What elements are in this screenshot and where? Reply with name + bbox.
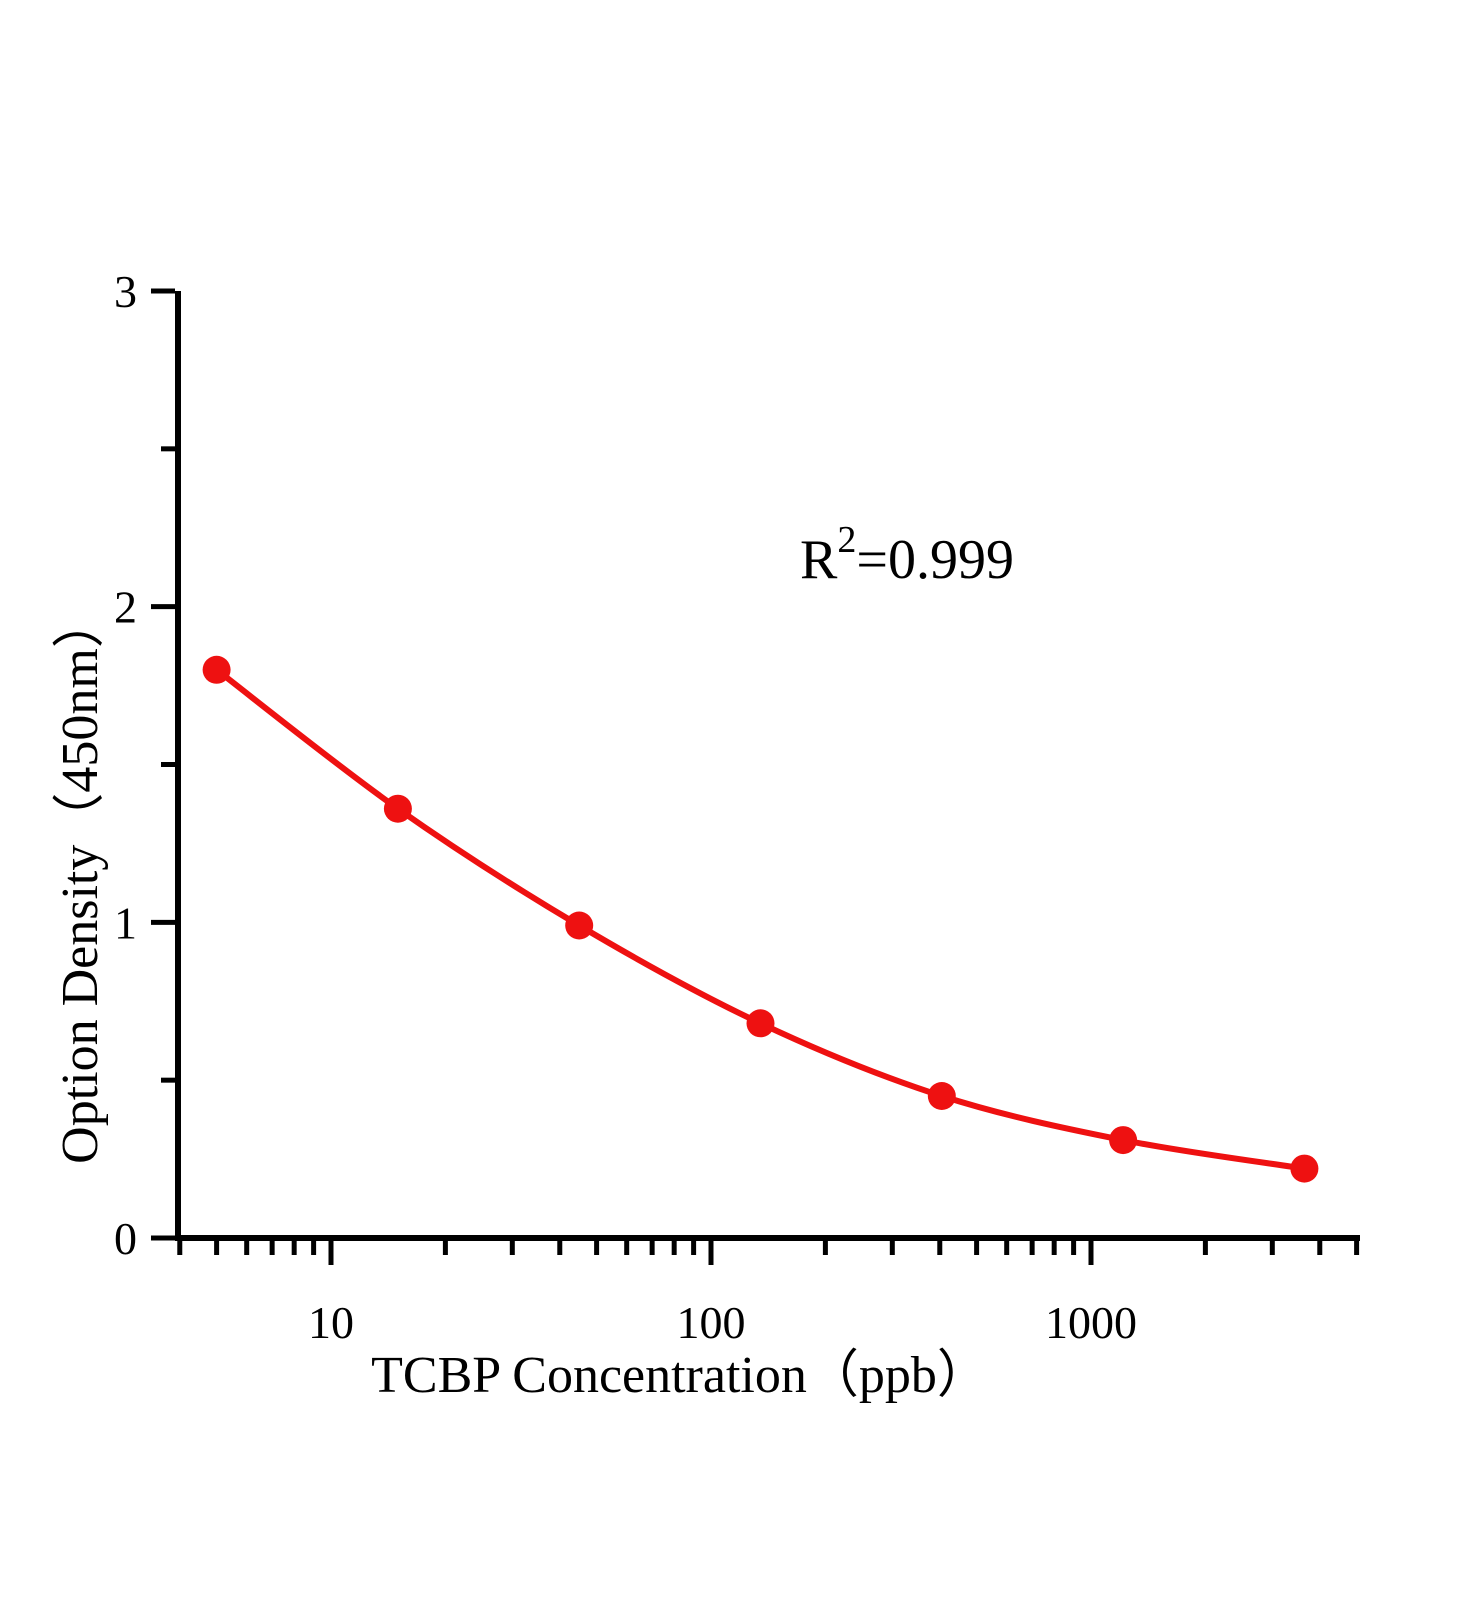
r-squared-value: =0.999 [856,529,1014,591]
y-axis-tick-label: 1 [114,897,137,948]
data-point-marker [1109,1126,1138,1155]
data-point-marker [746,1009,775,1038]
data-point-marker [565,911,594,940]
r-squared-prefix: R [800,529,838,591]
standard-curve-line [213,666,1308,1172]
y-axis-tick-label: 2 [114,582,137,633]
r-squared-superscript: 2 [837,519,856,561]
axis-frame [175,291,1360,1241]
data-point-marker [383,794,412,823]
x-axis-title: TCBP Concentration（ppb） [371,1347,989,1404]
x-axis-tick-label: 100 [677,1297,746,1348]
data-point-marker [1290,1154,1319,1183]
data-point-marker [202,655,231,684]
axes: 0 1 2 3 10 100 1000 [114,266,1360,1348]
r-squared-annotation: R2=0.999 [800,519,1014,591]
y-axis-tick-label: 0 [114,1213,137,1264]
x-axis-tick-label: 1000 [1045,1297,1137,1348]
data-point-marker [927,1082,956,1110]
x-axis-tick-label: 10 [308,1297,354,1348]
y-axis-tick-label: 3 [114,266,137,317]
y-axis-title: Option Density（450nm） [52,596,109,1164]
data-series [202,655,1319,1183]
